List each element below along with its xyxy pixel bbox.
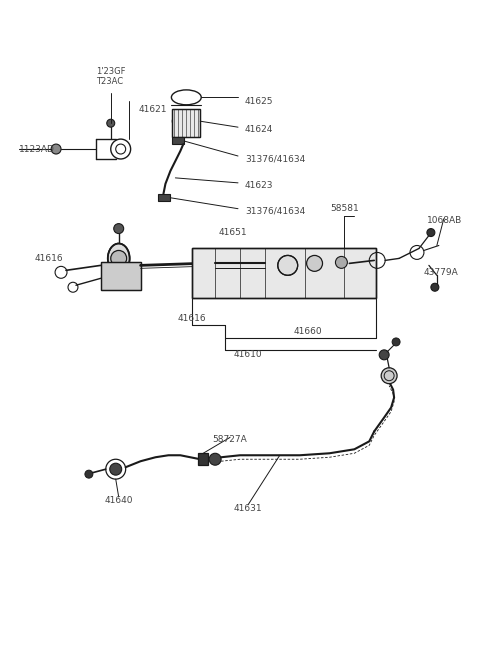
Text: 41623: 41623 [245, 181, 274, 191]
Circle shape [114, 223, 124, 233]
Text: 31376/41634: 31376/41634 [245, 206, 305, 215]
Text: 41660: 41660 [293, 327, 322, 336]
Circle shape [107, 119, 115, 127]
Text: 41616: 41616 [35, 254, 63, 263]
Text: 41651: 41651 [218, 228, 247, 237]
Text: 41625: 41625 [245, 97, 274, 106]
Circle shape [111, 250, 127, 266]
Circle shape [278, 256, 298, 275]
Text: 41631: 41631 [234, 505, 262, 514]
Circle shape [381, 368, 397, 384]
Circle shape [336, 256, 348, 268]
Circle shape [307, 256, 323, 271]
Circle shape [51, 144, 61, 154]
Bar [192, 248, 376, 298]
Text: 41610: 41610 [234, 350, 262, 359]
Text: 1123AD: 1123AD [19, 145, 55, 154]
Bar [172, 137, 184, 144]
Circle shape [379, 350, 389, 360]
Bar [101, 262, 141, 290]
Circle shape [110, 463, 122, 475]
Circle shape [431, 283, 439, 291]
Text: 41621: 41621 [139, 104, 167, 114]
Text: 31376/41634: 31376/41634 [245, 154, 305, 164]
Bar [198, 453, 208, 465]
Circle shape [427, 229, 435, 237]
Bar [172, 109, 200, 137]
Text: 41616: 41616 [178, 313, 206, 323]
Circle shape [392, 338, 400, 346]
Text: 58727A: 58727A [213, 435, 247, 444]
Bar [192, 248, 376, 298]
Bar [101, 262, 141, 290]
Text: 41640: 41640 [105, 497, 133, 505]
Text: 1068AB: 1068AB [427, 216, 462, 225]
Circle shape [85, 470, 93, 478]
Ellipse shape [108, 244, 130, 273]
Bar [172, 109, 200, 137]
Text: 43779A: 43779A [424, 268, 459, 277]
Text: 41624: 41624 [245, 125, 273, 133]
Text: 58581: 58581 [330, 204, 359, 214]
Circle shape [209, 453, 221, 465]
Bar [158, 194, 170, 201]
Text: 1'23GF
T23AC: 1'23GF T23AC [96, 67, 125, 86]
